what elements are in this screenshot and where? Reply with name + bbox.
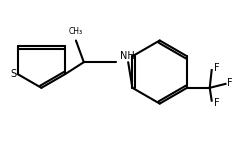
- Text: F: F: [214, 98, 219, 108]
- Text: S: S: [10, 69, 17, 79]
- Text: CH₃: CH₃: [69, 27, 83, 36]
- Text: NH: NH: [120, 51, 135, 61]
- Text: F: F: [227, 78, 233, 88]
- Text: F: F: [214, 63, 219, 73]
